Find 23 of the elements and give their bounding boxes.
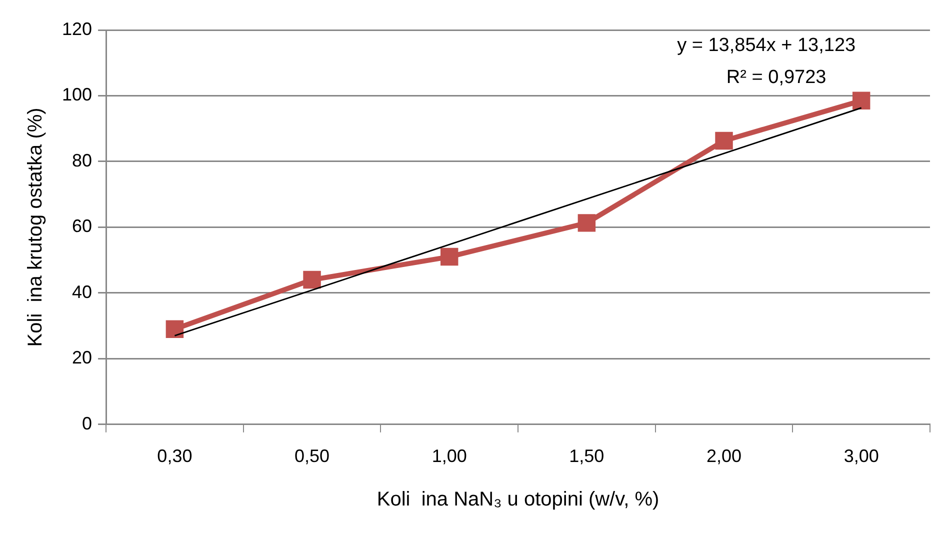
x-axis-title: Koli ina NaN₃ u otopini (w/v, %): [376, 488, 660, 511]
point: [715, 132, 733, 150]
annotation: y = 13,854x + 13,123: [677, 35, 856, 56]
point: [578, 214, 596, 232]
x-tick-label: 2,00: [706, 446, 742, 466]
x-tick-label: 1,00: [432, 446, 467, 466]
y-tick-label: 60: [72, 216, 92, 236]
y-tick-label: 120: [62, 18, 92, 39]
point: [440, 248, 458, 266]
x-tick-label: 0,50: [294, 446, 330, 466]
y-tick-label: 20: [72, 348, 92, 368]
y-tick-label: 0: [82, 413, 92, 434]
x-tick-label: 0,30: [157, 446, 192, 466]
annotation: R² = 0,9723: [726, 67, 826, 88]
y-tick-label: 80: [72, 150, 92, 170]
x-tick-label: 3,00: [844, 446, 879, 466]
x-tick-label: 1,50: [569, 446, 604, 466]
point: [852, 92, 870, 110]
y-axis-title: Koli ina krutog ostatka (%): [24, 108, 47, 347]
y-tick-label: 100: [62, 84, 92, 105]
y-tick-label: 40: [72, 282, 92, 302]
point: [303, 270, 321, 289]
point: [166, 320, 184, 338]
